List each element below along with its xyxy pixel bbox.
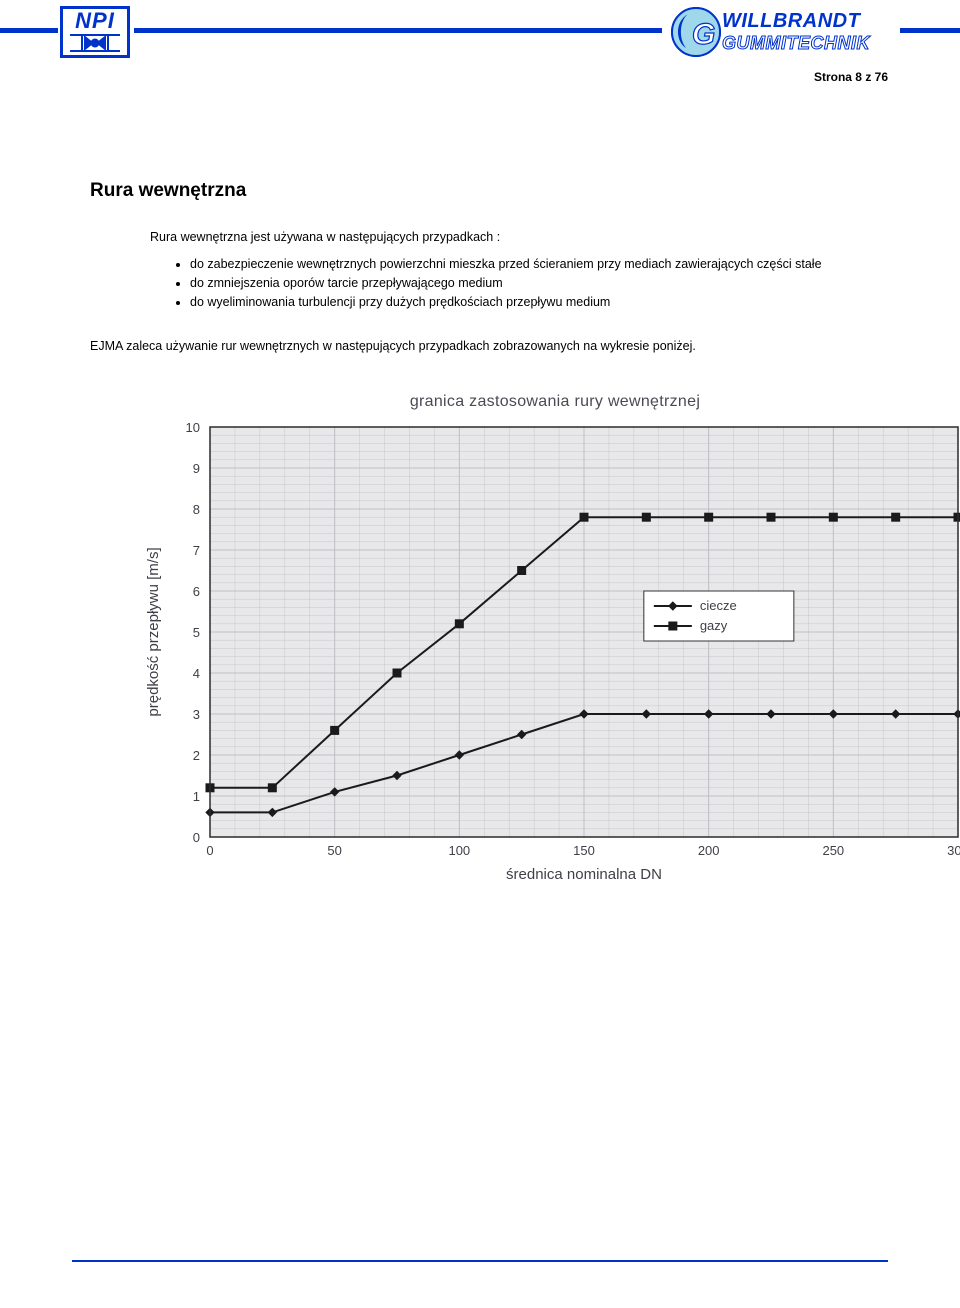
svg-text:2: 2 [193,748,200,763]
svg-text:3: 3 [193,707,200,722]
svg-text:ciecze: ciecze [700,598,737,613]
bullet-list: do zabezpieczenie wewnętrznych powierzch… [190,256,870,311]
svg-text:G: G [692,18,715,51]
svg-text:200: 200 [698,843,720,858]
svg-text:50: 50 [327,843,341,858]
chart: 0 50 100 150 200 250 300 0 1 2 3 4 5 6 7 8 9 10 średnica n… [140,417,960,887]
npi-logo: NPI [60,6,130,58]
svg-text:6: 6 [193,584,200,599]
svg-text:7: 7 [193,543,200,558]
svg-text:9: 9 [193,461,200,476]
page-number: Strona 8 z 76 [814,70,888,84]
svg-text:gazy: gazy [700,618,728,633]
chart-title: granica zastosowania rury wewnętrznej [140,393,960,411]
svg-text:300: 300 [947,843,960,858]
npi-logo-icon [68,31,122,55]
svg-text:średnica nominalna DN: średnica nominalna DN [506,866,662,883]
page-content: Rura wewnętrzna Rura wewnętrzna jest uży… [0,70,960,887]
svg-text:8: 8 [193,502,200,517]
svg-text:4: 4 [193,666,200,681]
svg-text:0: 0 [193,830,200,845]
header-rule-mid [134,28,662,33]
svg-text:250: 250 [822,843,844,858]
page-title: Rura wewnętrzna [90,180,870,202]
header-rule-right [900,28,960,33]
chart-container: granica zastosowania rury wewnętrznej 0 5… [140,393,960,887]
svg-text:0: 0 [206,843,213,858]
ejma-text: EJMA zaleca używanie rur wewnętrznych w … [90,339,870,353]
intro-text: Rura wewnętrzna jest używana w następują… [150,230,870,244]
list-item: do zmniejszenia oporów tarcie przepływaj… [190,275,870,292]
willbrandt-logo: G WILLBRANDT GUMMITECHNIK [670,4,900,60]
svg-text:5: 5 [193,625,200,640]
footer-rule [72,1260,888,1262]
brand-line1: WILLBRANDT [722,10,870,33]
svg-text:100: 100 [448,843,470,858]
svg-text:150: 150 [573,843,595,858]
svg-text:10: 10 [186,420,200,435]
svg-text:prędkość przepływu [m/s]: prędkość przepływu [m/s] [145,547,162,716]
list-item: do zabezpieczenie wewnętrznych powierzch… [190,256,870,273]
svg-text:1: 1 [193,789,200,804]
willbrandt-logo-icon: G [670,6,722,58]
brand-line2: GUMMITECHNIK [722,33,870,54]
brand-text-block: WILLBRANDT GUMMITECHNIK [722,10,870,54]
npi-logo-text: NPI [63,9,127,33]
list-item: do wyeliminowania turbulencji przy dużyc… [190,294,870,311]
page-header: NPI G WILLBRANDT GUMMITECHNIK [0,0,960,70]
header-rule-left [0,28,58,33]
